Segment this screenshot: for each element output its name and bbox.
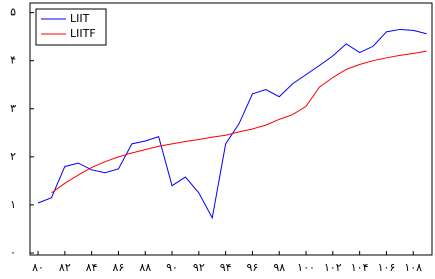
chart: ۰ ۱ ۲ ۳ ۴ ۵ ۸۰ ۸۲ ۸۴ ۸۶ ۸۸ ۹۰ ۹۲ ۹۴ ۹۶ ۹۸ ۱۰۰ ۱۰۲ ۱۰۴ ۱۰۶ ۱۰… <box>0 0 435 279</box>
x-tick-label: ۱۰۶ <box>378 261 396 274</box>
x-tick-label: ۱۰۸ <box>404 261 422 274</box>
y-tick-label: ۳ <box>10 102 16 115</box>
x-tick-label: ۸۶ <box>113 261 125 274</box>
x-tick-label: ۸۲ <box>59 261 71 274</box>
x-tick-label: ۹۲ <box>193 261 205 274</box>
y-tick-label: ۴ <box>10 54 16 67</box>
x-tick-label: ۱۰۴ <box>351 261 369 274</box>
legend-label: LIITF <box>70 27 96 40</box>
y-tick-label: ۰ <box>10 246 16 259</box>
x-tick-label: ۹۸ <box>273 261 285 274</box>
y-tick-label: ۲ <box>10 150 16 163</box>
x-tick-label: ۱۰۲ <box>324 261 342 274</box>
y-tick-label: ۱ <box>10 198 16 211</box>
x-tick-label: ۸۰ <box>32 261 44 274</box>
x-tick-label: ۸۴ <box>86 261 98 274</box>
x-tick-label: ۹۶ <box>247 261 259 274</box>
x-tick-label: ۱۰۰ <box>297 261 315 274</box>
x-tick-label: ۸۸ <box>139 261 151 274</box>
legend-label: LIIT <box>70 12 90 25</box>
x-tick-label: ۹۴ <box>220 261 232 274</box>
y-tick-label: ۵ <box>10 6 16 19</box>
x-tick-label: ۹۰ <box>166 261 178 274</box>
